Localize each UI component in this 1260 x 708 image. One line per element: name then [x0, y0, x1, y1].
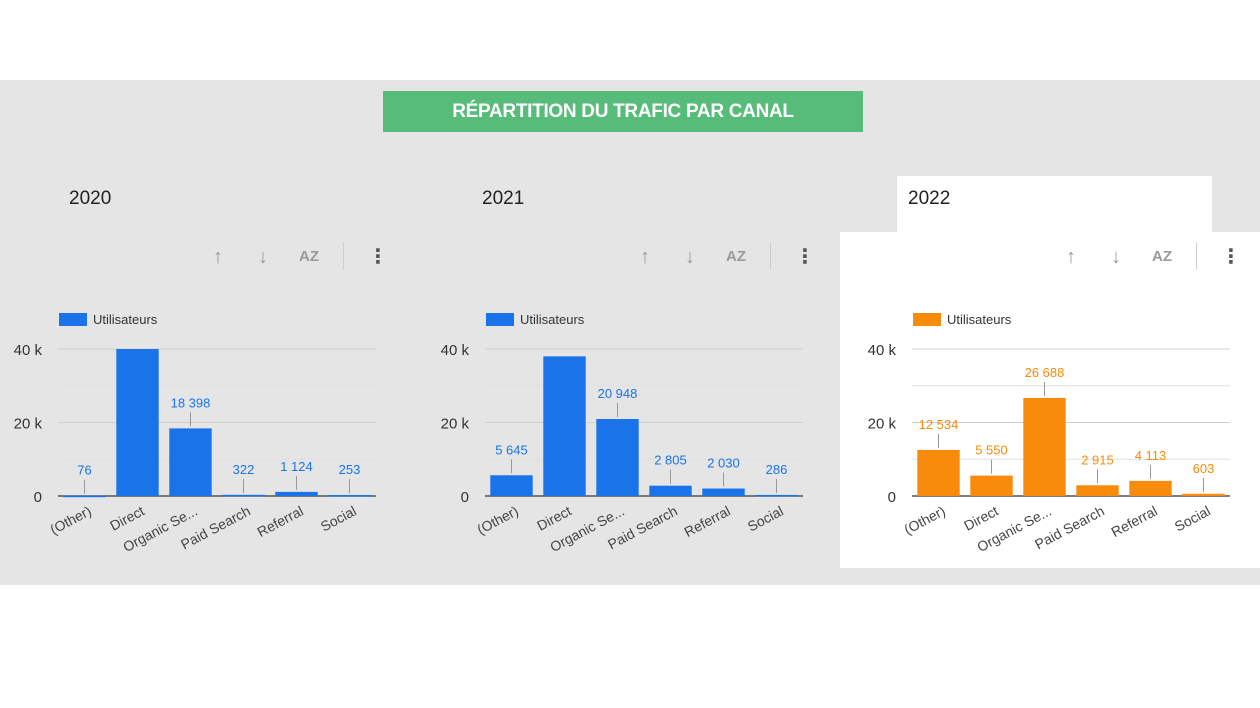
data-label: 26 688	[1025, 365, 1065, 380]
sort-az-icon[interactable]: AZ	[1152, 248, 1172, 265]
toolbar-divider	[343, 242, 344, 270]
bar	[543, 356, 586, 496]
more-vert-icon[interactable]: ⋮	[1221, 246, 1241, 268]
arrow-up-icon[interactable]: ↑	[1066, 246, 1076, 268]
arrow-up-icon[interactable]: ↑	[213, 246, 223, 268]
data-label: 322	[233, 462, 255, 477]
legend-label: Utilisateurs	[93, 312, 158, 327]
x-tick-label: Social	[318, 503, 359, 535]
x-tick-label: Referral	[1108, 503, 1159, 541]
y-tick-label: 40 k	[868, 342, 897, 359]
arrow-down-icon[interactable]: ↓	[685, 246, 695, 268]
chart-toolbar-2021: ↑ ↓ AZ ⋮	[629, 240, 829, 274]
y-tick-label: 20 k	[14, 416, 43, 433]
data-label: 603	[1193, 461, 1215, 476]
year-label-2020: 2020	[69, 188, 112, 209]
bar	[63, 495, 106, 498]
bar	[596, 419, 639, 496]
x-tick-label: Social	[745, 503, 786, 535]
y-tick-label: 20 k	[441, 416, 470, 433]
x-tick-label: (Other)	[474, 503, 521, 538]
arrow-up-icon[interactable]: ↑	[640, 246, 650, 268]
data-label: 5 645	[495, 442, 528, 457]
bar	[1023, 397, 1066, 496]
y-tick-label: 0	[461, 489, 469, 506]
legend-swatch	[913, 313, 941, 326]
y-tick-label: 0	[34, 489, 42, 506]
arrow-down-icon[interactable]: ↓	[1111, 246, 1121, 268]
bar	[917, 449, 960, 496]
toolbar-divider	[770, 242, 771, 270]
legend-swatch	[59, 313, 87, 326]
sort-az-icon[interactable]: AZ	[726, 248, 746, 265]
data-label: 76	[77, 463, 91, 478]
chart-toolbar-2020: ↑ ↓ AZ ⋮	[202, 240, 402, 274]
legend-label: Utilisateurs	[520, 312, 585, 327]
bar	[490, 475, 533, 496]
bar	[649, 485, 692, 496]
y-tick-label: 40 k	[441, 342, 470, 359]
x-tick-label: Referral	[681, 503, 732, 541]
selected-panel-tab	[897, 176, 1212, 236]
year-label-2022: 2022	[908, 188, 951, 209]
bar	[169, 428, 212, 496]
bar	[755, 494, 798, 497]
legend-swatch	[486, 313, 514, 326]
x-tick-label: (Other)	[47, 503, 94, 538]
data-label: 20 948	[598, 386, 638, 401]
data-label: 12 534	[919, 417, 959, 432]
sort-az-icon[interactable]: AZ	[299, 248, 319, 265]
legend-label: Utilisateurs	[947, 312, 1012, 327]
bar	[1129, 480, 1172, 496]
bar	[275, 491, 318, 496]
x-tick-label: Social	[1172, 503, 1213, 535]
y-tick-label: 0	[888, 489, 896, 506]
page-title: RÉPARTITION DU TRAFIC PAR CANAL	[383, 91, 863, 132]
data-label: 18 398	[171, 395, 211, 410]
y-tick-label: 40 k	[14, 342, 43, 359]
chart-toolbar-2022: ↑ ↓ AZ ⋮	[1055, 240, 1255, 274]
data-label: 4 113	[1135, 448, 1167, 463]
year-label-2021: 2021	[482, 188, 525, 209]
toolbar-divider	[1196, 242, 1197, 270]
data-label: 253	[339, 462, 361, 477]
bar	[702, 488, 745, 496]
data-label: 5 550	[975, 443, 1008, 458]
data-label: 2 915	[1081, 452, 1114, 467]
data-label: 2 805	[654, 453, 687, 468]
bar	[1182, 493, 1225, 496]
arrow-down-icon[interactable]: ↓	[258, 246, 268, 268]
bar	[970, 475, 1013, 496]
data-label: 286	[766, 462, 788, 477]
bar	[222, 494, 265, 497]
bar	[116, 349, 159, 496]
y-tick-label: 20 k	[868, 416, 897, 433]
data-label: 2 030	[707, 456, 740, 471]
data-label: 1 124	[280, 459, 313, 474]
more-vert-icon[interactable]: ⋮	[368, 246, 388, 268]
bar	[1076, 485, 1119, 496]
bar	[328, 495, 371, 497]
x-tick-label: Referral	[254, 503, 305, 541]
x-tick-label: (Other)	[901, 503, 948, 538]
more-vert-icon[interactable]: ⋮	[795, 246, 815, 268]
